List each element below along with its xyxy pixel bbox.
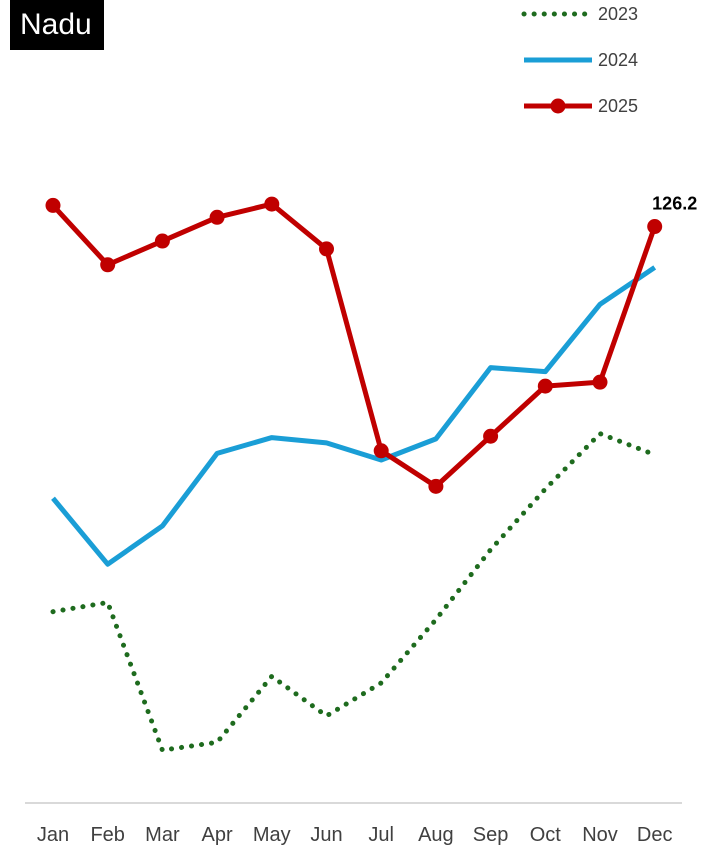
series-2025-point-dec	[647, 219, 663, 235]
series-2025-point-sep	[483, 428, 499, 444]
chart-title: Nadu	[10, 0, 104, 50]
series-line-2025	[51, 201, 658, 489]
series-2025-point-feb	[100, 257, 116, 273]
x-tick-label-mar: Mar	[145, 824, 180, 846]
series-line-2024	[51, 265, 657, 567]
x-tick-label-jan: Jan	[37, 824, 69, 846]
series-2025-point-apr	[209, 209, 225, 225]
series-2025-point-jun	[319, 241, 334, 257]
x-tick-label-may: May	[253, 824, 291, 846]
x-tick-label-feb: Feb	[90, 824, 124, 846]
data-label-2025-dec: 126.2	[652, 194, 697, 214]
series-line-2023	[50, 431, 658, 753]
series-2025-point-may	[264, 196, 280, 212]
x-tick-label-nov: Nov	[582, 824, 618, 846]
series-2025-point-mar	[154, 233, 170, 249]
x-tick-label-jul: Jul	[368, 824, 394, 846]
x-tick-label-jun: Jun	[310, 824, 342, 846]
series-2025-point-oct	[537, 378, 553, 394]
series-2025-point-aug	[428, 478, 444, 494]
legend-marker-2025	[550, 98, 566, 114]
legend-item-2025: 2025	[524, 96, 638, 116]
legend-label-2024: 2024	[598, 50, 638, 70]
legend-label-2025: 2025	[598, 96, 638, 116]
series-2025-point-jul	[373, 443, 389, 459]
series-2025-point-nov	[592, 374, 608, 390]
legend-item-2023: 2023	[521, 4, 638, 24]
x-tick-label-apr: Apr	[202, 824, 233, 846]
x-tick-label-oct: Oct	[530, 824, 562, 846]
x-tick-label-dec: Dec	[637, 824, 673, 846]
legend-item-2024: 2024	[524, 50, 638, 70]
series-2025-point-jan	[45, 197, 61, 213]
x-tick-label-aug: Aug	[418, 824, 454, 846]
legend-label-2023: 2023	[598, 4, 638, 24]
x-tick-label-sep: Sep	[473, 824, 509, 846]
